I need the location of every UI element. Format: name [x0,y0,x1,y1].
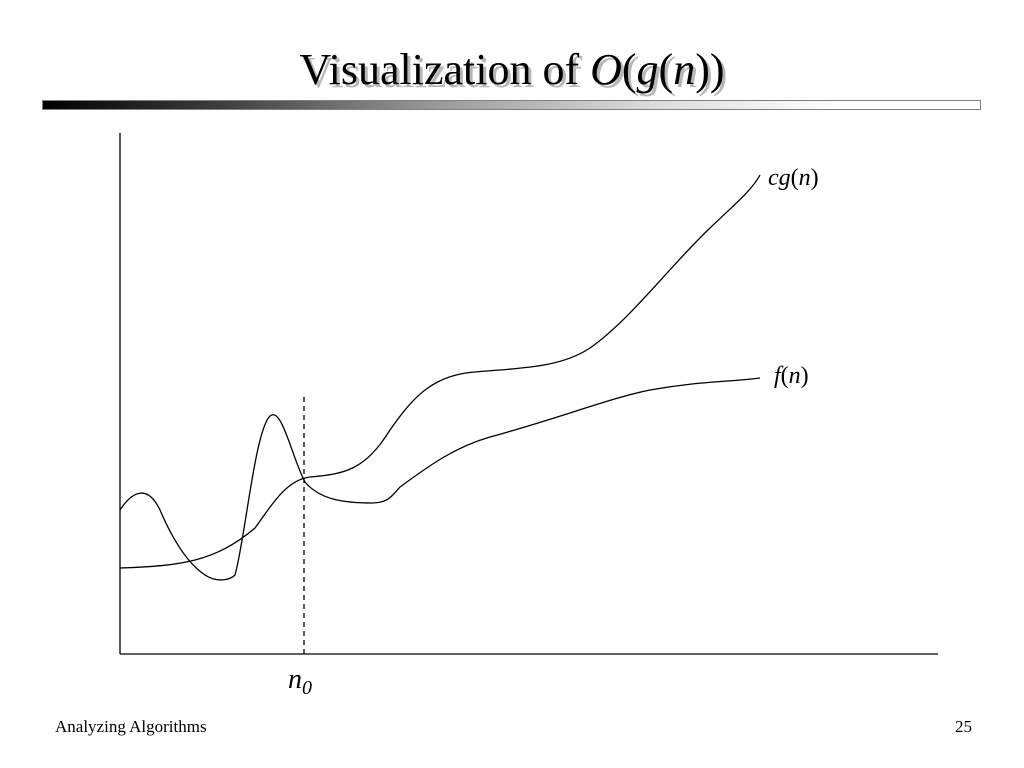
label-f-of-n: f(n) [774,362,809,390]
title-n: n [673,45,696,94]
title-prefix: Visualization of [299,45,591,94]
title-g: g [636,45,659,94]
label-cg-n: n [798,165,811,191]
n0-base: n [288,664,302,695]
footer-course-title: Analyzing Algorithms [55,717,207,736]
label-f-f: f [774,363,781,389]
n0-label: n0 [288,664,312,704]
label-cg-open: ( [790,165,799,191]
slide-title: Visualization of O(g(n)) [0,40,1024,100]
title-big-o: O [590,45,622,94]
n0-subscript: 0 [302,677,312,699]
label-cg-g: g [778,165,791,191]
label-cg-c: c [768,165,779,191]
label-cg-close: ) [810,165,819,191]
label-f-n: n [788,363,801,389]
title-paren-close: )) [695,45,725,94]
label-cg-of-n: cg(n) [768,164,819,192]
title-paren-open-2: ( [658,45,674,94]
title-underline-bar [42,100,981,110]
curve-cg-of-n [119,174,761,569]
label-f-close: ) [800,363,809,389]
title-paren-open-1: ( [621,45,637,94]
page-number: 25 [955,717,972,736]
label-f-open: ( [780,363,789,389]
curve-f-of-n [119,377,761,581]
